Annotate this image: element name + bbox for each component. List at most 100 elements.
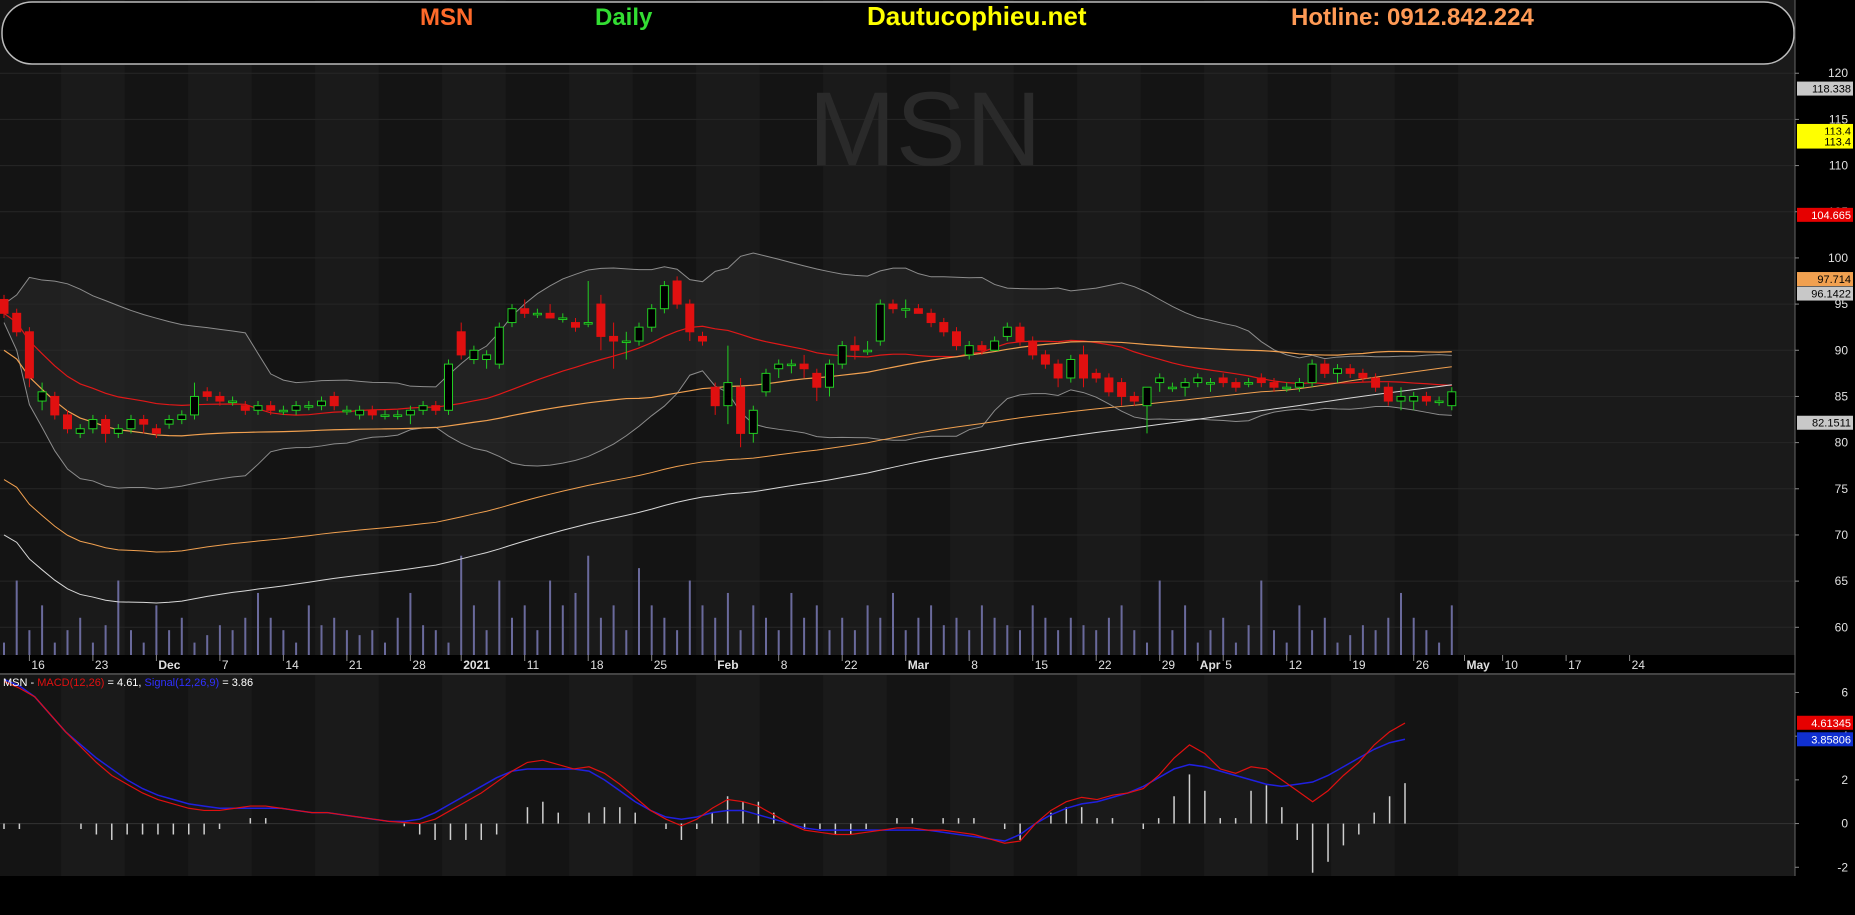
price-gridlines [0,72,1795,628]
date-tick-label: 10 [1505,658,1519,672]
price-tick-label: 85 [1835,389,1849,403]
bollinger-upper [3,252,1452,388]
volume-bar [739,630,742,655]
candle-body [304,405,314,408]
candle-body [342,409,352,413]
volume-bar [231,630,234,655]
volume-bar [1374,630,1377,655]
date-tick-label: Mar [908,658,930,672]
candle-body [1040,354,1050,365]
volume-bar [155,605,158,655]
macd-legend: MSN - MACD(12,26) = 4.61, Signal(12,26,9… [3,677,253,689]
candle-body [444,363,453,411]
time-stripe [251,0,316,655]
candle-body [520,308,530,314]
macd-tick-label: 2 [1841,773,1848,787]
volume-bar [650,605,653,655]
candle-body [812,372,822,388]
macd-time-stripe [505,675,570,876]
candle-body [888,303,898,310]
axis-badge-label: 97.714 [1817,274,1851,286]
macd-time-stripe [1394,675,1459,876]
candle-body [75,428,85,434]
bottom-strip [0,876,1855,910]
candle-body [875,303,885,342]
volume-bar [295,642,298,655]
candle-body [1028,340,1038,356]
candle-body [1294,382,1304,388]
volume-bar [803,617,806,655]
date-tick-label: 12 [1289,658,1303,672]
candle-body [990,340,1000,351]
candle-body [88,419,98,430]
candle-body [964,345,974,356]
volume-bar [168,630,171,655]
price-tick-label: 65 [1835,574,1849,588]
axis-badge-label: 4.61345 [1811,718,1851,730]
candle-body [1434,400,1444,404]
candle-body [507,308,517,324]
candle-body [583,322,593,325]
volume-bar [206,635,209,655]
volume-bar [574,592,577,655]
candle-body [647,308,657,328]
macd-time-stripe [1140,675,1205,876]
candle-body [1142,386,1152,407]
candle-body [1066,359,1076,379]
volume-bar [701,605,704,655]
volume-bar [1425,630,1428,655]
date-tick-label: May [1467,658,1491,672]
volume-bar [384,642,386,655]
volume-bar [41,605,44,655]
candle-body [228,400,238,404]
volume-bar [587,555,590,655]
axis-badge-label: 3.85806 [1811,734,1851,746]
candle-body [596,303,606,337]
candle-body [1091,372,1101,379]
candle-body [367,409,377,416]
volume-bar [472,605,475,655]
volume-bar [917,617,920,655]
volume-bar [828,630,831,655]
candle-body [190,395,199,416]
volume-bar [853,630,856,655]
price-axis: 1201151101051009590858075706560 [1795,66,1848,634]
candle-body [952,331,961,347]
volume-bar [1222,617,1225,655]
candle-body [405,409,415,416]
header-ticker: MSN [420,4,473,31]
axis-badge [1797,123,1853,138]
date-tick-label: 16 [31,658,45,672]
date-tick-label: 21 [349,658,363,672]
candle-body [786,363,796,367]
candle-body [1333,368,1342,374]
candle-body [1421,395,1431,402]
macd-time-stripe [1013,675,1078,876]
volume-bar [269,617,272,655]
volume-bar [1400,592,1402,655]
macd-legend-signal-value: = 3.86 [219,677,253,689]
candle-body [482,354,492,360]
candle-body [672,280,682,305]
macd-time-stripe [759,675,824,876]
candle-body [913,308,923,314]
candle-body [977,345,987,351]
candle-body [456,331,466,356]
volume-bar [1247,625,1250,655]
candle-body [63,414,72,430]
volume-bar [345,630,348,655]
volume-bar [257,592,259,655]
date-tick-label: 19 [1352,658,1366,672]
volume-bar [371,630,374,655]
candle-body [710,386,720,407]
price-tick-label: 60 [1835,620,1849,634]
volume-bar [320,625,323,655]
candle-body [380,414,390,417]
candle-body [202,391,212,397]
volume-bar [1069,617,1072,655]
volume-bar [1298,605,1301,655]
candle-body [621,340,631,344]
volume-bar [676,630,679,655]
volume-bar [1196,642,1199,655]
